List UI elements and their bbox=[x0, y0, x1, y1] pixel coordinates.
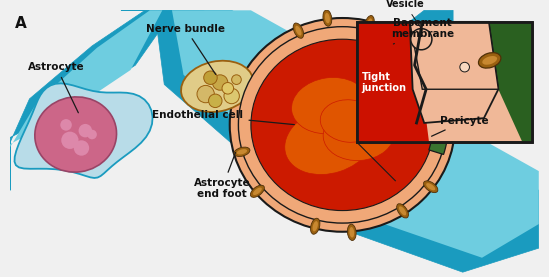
Polygon shape bbox=[155, 10, 539, 272]
Polygon shape bbox=[410, 22, 498, 89]
Ellipse shape bbox=[234, 147, 250, 157]
Text: Astrocyte
end foot: Astrocyte end foot bbox=[194, 153, 250, 199]
Text: Basement
membrane: Basement membrane bbox=[391, 18, 454, 44]
Polygon shape bbox=[410, 22, 498, 123]
Circle shape bbox=[74, 140, 89, 156]
Polygon shape bbox=[10, 10, 539, 277]
Text: Vesicle: Vesicle bbox=[386, 0, 424, 26]
Polygon shape bbox=[357, 22, 429, 142]
Ellipse shape bbox=[285, 106, 375, 175]
Text: Nerve bundle: Nerve bundle bbox=[146, 24, 225, 75]
Circle shape bbox=[87, 130, 97, 139]
Circle shape bbox=[79, 124, 92, 137]
Polygon shape bbox=[357, 22, 532, 142]
Text: A: A bbox=[15, 16, 27, 31]
Polygon shape bbox=[10, 10, 163, 176]
Ellipse shape bbox=[399, 206, 406, 216]
Polygon shape bbox=[172, 10, 539, 258]
Ellipse shape bbox=[367, 18, 372, 29]
Circle shape bbox=[232, 75, 241, 84]
Ellipse shape bbox=[323, 10, 332, 26]
Ellipse shape bbox=[323, 109, 394, 161]
Ellipse shape bbox=[349, 227, 354, 238]
Ellipse shape bbox=[295, 26, 301, 35]
Ellipse shape bbox=[426, 183, 435, 190]
Ellipse shape bbox=[482, 56, 497, 65]
Text: Astrocyte: Astrocyte bbox=[28, 62, 85, 113]
Ellipse shape bbox=[35, 97, 116, 172]
Ellipse shape bbox=[311, 218, 320, 234]
Ellipse shape bbox=[397, 204, 408, 218]
Ellipse shape bbox=[479, 53, 501, 68]
Ellipse shape bbox=[419, 72, 439, 88]
Circle shape bbox=[60, 119, 72, 131]
Circle shape bbox=[460, 62, 469, 72]
Circle shape bbox=[197, 85, 214, 103]
Text: Tight
junction: Tight junction bbox=[362, 72, 407, 93]
Ellipse shape bbox=[292, 78, 368, 134]
Ellipse shape bbox=[251, 39, 434, 211]
Ellipse shape bbox=[312, 221, 318, 231]
Circle shape bbox=[209, 94, 222, 107]
Circle shape bbox=[204, 71, 217, 84]
Circle shape bbox=[222, 83, 233, 94]
Ellipse shape bbox=[181, 61, 254, 112]
Ellipse shape bbox=[238, 27, 446, 223]
Circle shape bbox=[224, 88, 239, 104]
Polygon shape bbox=[489, 22, 532, 142]
Text: Endothelial cell: Endothelial cell bbox=[153, 110, 294, 125]
Ellipse shape bbox=[327, 85, 410, 146]
Ellipse shape bbox=[348, 224, 356, 240]
Polygon shape bbox=[362, 27, 449, 155]
Ellipse shape bbox=[365, 16, 374, 32]
Ellipse shape bbox=[293, 23, 304, 38]
Polygon shape bbox=[121, 10, 453, 89]
Ellipse shape bbox=[237, 149, 247, 155]
Polygon shape bbox=[10, 10, 174, 190]
Ellipse shape bbox=[250, 185, 265, 197]
Circle shape bbox=[212, 75, 228, 90]
Circle shape bbox=[61, 132, 79, 149]
Circle shape bbox=[411, 29, 432, 50]
Ellipse shape bbox=[253, 188, 262, 195]
Ellipse shape bbox=[320, 100, 378, 142]
Polygon shape bbox=[14, 83, 153, 178]
Text: Pericyte: Pericyte bbox=[432, 116, 489, 136]
Ellipse shape bbox=[229, 18, 455, 232]
Ellipse shape bbox=[325, 13, 330, 23]
Ellipse shape bbox=[424, 181, 438, 193]
